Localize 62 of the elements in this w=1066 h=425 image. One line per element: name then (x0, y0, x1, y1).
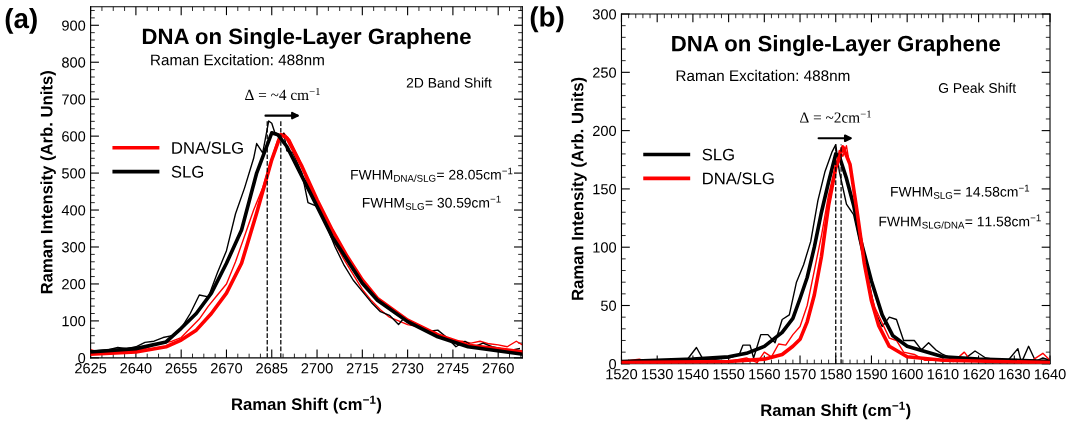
x-tick-label: 1530 (642, 369, 673, 380)
x-axis-title: Raman Shift (cm$^{−1}$) (761, 401, 911, 420)
x-tick-label: 1610 (927, 369, 959, 380)
x-tick-label: 2715 (346, 363, 378, 374)
x-tick-label: 1630 (999, 369, 1030, 380)
y-tick-label: 800 (62, 57, 86, 68)
x-tick-label: 1560 (749, 369, 780, 380)
x-tick-label: 1570 (784, 369, 816, 380)
annotation: Δ = ~2cm$^{−1}$ (800, 110, 871, 123)
annotation: FWHM$_{SLG}$= 30.59cm$^{−1}$ (362, 195, 501, 210)
text: DNA on Single-Layer Graphene (672, 35, 1001, 56)
annotation: FWHM$_{SLG/DNA}$= 11.58cm$^{−1}$ (879, 214, 1041, 229)
x-tick-label: 2640 (120, 363, 152, 374)
x-tick-label: 2670 (210, 363, 243, 374)
x-tick-label: 2685 (256, 363, 288, 374)
text: DNA on Single-Layer Graphene (142, 27, 471, 49)
x-axis-title: Raman Shift (cm$^{−1}$) (232, 395, 382, 414)
y-tick-label: 500 (62, 168, 86, 179)
y-tick-label: 0 (78, 352, 86, 364)
annotation: Δ = ~4 cm$^{−1}$ (245, 87, 320, 101)
x-tick-label: 2700 (301, 363, 333, 374)
y-tick-label: 300 (592, 9, 617, 20)
x-tick-label: 1540 (677, 369, 709, 380)
annotation: 2D Band Shift (406, 77, 492, 88)
y-tick-label: 0 (609, 358, 617, 370)
x-tick-label: 2745 (437, 363, 469, 374)
y-tick-label: 600 (62, 131, 86, 142)
x-tick-label: 1550 (713, 369, 745, 380)
x-tick-label: 2760 (482, 363, 514, 374)
annotation: FWHM$_{SLG}$= 14.58cm$^{−1}$ (891, 184, 1030, 199)
y-axis-title: Raman Intensity (Arb. Units) (571, 77, 587, 300)
legend-label: SLG (171, 165, 204, 178)
x-tick-label: 1590 (856, 369, 888, 380)
x-tick-label: 1640 (1034, 369, 1066, 380)
annotation: Raman Excitation: 488nm (676, 69, 850, 82)
y-axis-title: Raman Intensity (Arb. Units) (40, 71, 56, 294)
x-tick-label: 2625 (75, 363, 107, 374)
legend-label: SLG (702, 148, 734, 161)
y-tick-label: 100 (62, 316, 86, 327)
annotation: FWHM$_{DNA/SLG}$= 28.05cm$^{−1}$ (351, 167, 513, 182)
x-tick-label: 1520 (606, 369, 638, 380)
annotation: Raman Excitation: 488nm (151, 54, 324, 66)
y-tick-label: 700 (62, 94, 86, 105)
x-tick-label: 2730 (392, 363, 424, 374)
y-tick-label: 150 (593, 184, 617, 195)
y-tick-label: 50 (600, 300, 617, 311)
x-tick-label: 2655 (165, 363, 197, 374)
annotation: G Peak Shift (938, 82, 1017, 93)
x-tick-label: 1600 (892, 369, 923, 380)
y-tick-label: 300 (61, 242, 86, 253)
y-tick-label: 400 (61, 205, 86, 216)
x-tick-label: 1580 (820, 369, 852, 380)
legend-label: DNA/SLG (172, 141, 243, 154)
legend-label: DNA/SLG (703, 172, 774, 185)
y-tick-label: 900 (62, 20, 86, 31)
y-tick-label: 200 (593, 125, 617, 137)
y-tick-label: 200 (62, 279, 86, 290)
y-tick-label: 100 (593, 242, 617, 253)
x-tick-label: 1620 (963, 369, 995, 380)
text: (a) (5, 7, 37, 34)
y-tick-label: 250 (593, 67, 617, 78)
text: (b) (530, 6, 564, 33)
